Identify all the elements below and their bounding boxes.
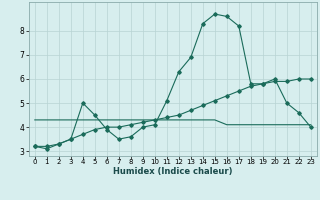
X-axis label: Humidex (Indice chaleur): Humidex (Indice chaleur): [113, 167, 233, 176]
